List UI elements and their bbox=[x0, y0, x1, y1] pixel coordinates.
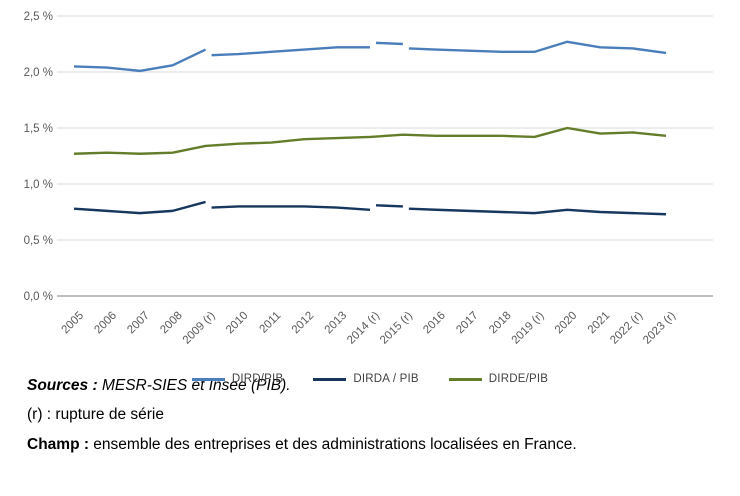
x-tick-label: 2005 bbox=[60, 310, 87, 337]
x-tick-label: 2019 (r) bbox=[510, 310, 547, 347]
chart-legend: DIRD/PIB DIRDA / PIB DIRDE/PIB bbox=[0, 366, 740, 392]
chart-footnotes: Sources : MESR-SIES et Insee (PIB). (r) … bbox=[0, 364, 740, 454]
y-tick-label: 0,5 % bbox=[24, 235, 53, 247]
y-tick-label: 1,0 % bbox=[24, 179, 53, 191]
legend-item-dird-pib: DIRD/PIB bbox=[191, 373, 284, 385]
x-tick-label: 2006 bbox=[92, 310, 119, 337]
sources-text: MESR-SIES et Insee (PIB). bbox=[97, 377, 291, 394]
champ-label: Champ : bbox=[27, 435, 89, 453]
sources-label: Sources : bbox=[27, 377, 98, 394]
y-tick-label: 0,0 % bbox=[24, 291, 53, 303]
x-tick-label: 2010 bbox=[224, 310, 251, 337]
x-tick-label: 2014 (r) bbox=[345, 310, 382, 347]
legend-label: DIRD/PIB bbox=[231, 373, 284, 385]
x-tick-label: 2012 bbox=[290, 310, 317, 337]
series-line-dirde-pib bbox=[73, 126, 667, 155]
rupture-note: (r) : rupture de série bbox=[27, 406, 164, 424]
series-line-dird-pib bbox=[73, 48, 207, 73]
legend-line-swatch bbox=[313, 377, 347, 381]
legend-label: DIRDE/PIB bbox=[488, 373, 549, 385]
x-tick-label: 2022 (r) bbox=[608, 310, 645, 347]
y-tick-label: 2,0 % bbox=[24, 67, 53, 79]
x-tick-label: 2021 bbox=[586, 310, 613, 337]
x-tick-label: 2018 bbox=[487, 310, 514, 337]
legend-item-dirde-pib: DIRDE/PIB bbox=[448, 373, 549, 385]
x-tick-label: 2023 (r) bbox=[641, 310, 678, 347]
champ-note: Champ : ensemble des entreprises et des … bbox=[27, 435, 720, 454]
series-line-dird-pib bbox=[375, 41, 403, 46]
series-line-dirda-pib bbox=[73, 200, 206, 215]
legend-line-swatch bbox=[191, 377, 225, 381]
x-tick-label: 2015 (r) bbox=[378, 310, 415, 347]
legend-line-swatch bbox=[448, 377, 482, 381]
x-tick-label: 2011 bbox=[257, 310, 283, 336]
x-tick-label: 2016 bbox=[421, 310, 448, 337]
x-tick-label: 2017 bbox=[454, 310, 481, 337]
sources-note: Sources : MESR-SIES et Insee (PIB). bbox=[27, 376, 720, 395]
series-line-dirda-pib bbox=[211, 205, 371, 211]
champ-text: ensemble des entreprises et des administ… bbox=[89, 435, 577, 453]
series-line-dird-pib bbox=[408, 40, 667, 55]
legend-label: DIRDA / PIB bbox=[353, 373, 419, 385]
legend-item-dirda-pib: DIRDA / PIB bbox=[313, 373, 419, 385]
series-line-dirda-pib bbox=[408, 207, 667, 216]
x-tick-label: 2007 bbox=[125, 310, 152, 337]
x-tick-label: 2009 (r) bbox=[181, 310, 218, 347]
x-tick-label: 2020 bbox=[553, 310, 580, 337]
line-chart-canvas: 0,0 %0,5 %1,0 %1,5 %2,0 %2,5 %2005 2006 20… bbox=[24, 11, 713, 347]
rd-gdp-ratio-chart: 0,0 % 0,5 % 1,0 % 1,5 % 2,0 % 2,5 % 2005 2006 20… bbox=[24, 11, 713, 385]
x-tick-label: 2013 bbox=[323, 310, 350, 337]
y-tick-label: 2,5 % bbox=[24, 11, 53, 23]
series-line-dird-pib bbox=[211, 46, 370, 57]
y-tick-label: 1,5 % bbox=[24, 123, 53, 135]
series-line-dirda-pib bbox=[375, 204, 403, 208]
x-tick-label: 2008 bbox=[158, 310, 185, 337]
